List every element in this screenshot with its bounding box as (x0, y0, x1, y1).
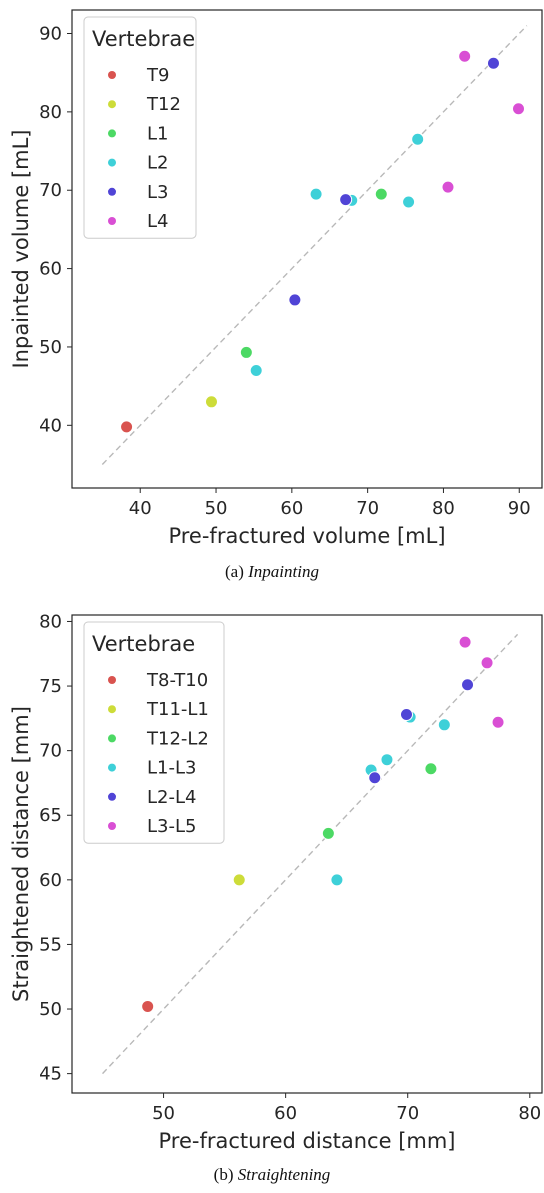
data-point (486, 56, 500, 70)
data-point (399, 707, 413, 721)
legend-marker (108, 129, 116, 138)
data-point (141, 999, 155, 1013)
y-tick-label: 90 (39, 24, 62, 45)
x-tick-label: 50 (152, 1103, 175, 1124)
data-point (330, 873, 344, 887)
y-tick-label: 60 (39, 870, 62, 891)
data-point (461, 678, 475, 692)
data-point (411, 132, 425, 146)
legend-label: T12 (146, 94, 181, 115)
legend-title: Vertebrae (92, 27, 195, 51)
y-tick-label: 40 (39, 415, 62, 436)
y-tick-label: 50 (39, 999, 62, 1020)
legend-marker (108, 822, 116, 830)
y-tick-label: 75 (39, 676, 62, 697)
data-point (339, 193, 353, 207)
data-point (204, 395, 218, 409)
legend-label: L3 (147, 182, 168, 203)
caption-name: Inpainting (248, 562, 319, 581)
x-axis-label: Pre-fractured distance [mm] (158, 1129, 455, 1153)
legend-label: T8-T10 (146, 670, 208, 691)
legend-label: L2-L4 (147, 787, 196, 808)
chart-inpainting: 40 50 60 70 80 90 40 50 60 70 80 90 Pre-fractured vo… (9, 9, 543, 548)
data-point (309, 187, 323, 201)
legend-marker (108, 71, 116, 79)
y-tick-label: 50 (39, 337, 62, 358)
legend-marker (108, 158, 116, 167)
y-tick-label: 55 (39, 934, 62, 955)
x-tick-label: 60 (280, 498, 303, 519)
identity-line (101, 25, 528, 465)
legend-label: L3-L5 (147, 816, 196, 837)
y-tick-label: 70 (39, 741, 62, 762)
data-point (288, 293, 302, 307)
y-tick-label: 80 (39, 611, 62, 632)
data-point (441, 180, 455, 194)
x-tick-label: 70 (356, 498, 379, 519)
y-tick-label: 45 (39, 1064, 62, 1085)
data-point (480, 656, 494, 670)
x-axis-label: Pre-fractured volume [mL] (168, 524, 445, 548)
legend-marker (108, 217, 116, 225)
data-point (458, 49, 472, 63)
data-point (374, 187, 388, 201)
legend-marker (108, 187, 116, 196)
caption-straightening: (b) Straightening (0, 1165, 544, 1185)
data-point (458, 635, 472, 649)
legend-label: T9 (146, 65, 169, 86)
legend-marker (108, 100, 116, 109)
legend-title: Vertebrae (92, 632, 195, 656)
data-point (512, 102, 525, 116)
caption-prefix: (b) (213, 1165, 238, 1184)
legend-marker (108, 705, 116, 714)
y-tick-label: 80 (39, 102, 62, 123)
chart-straightening: 50 60 70 80 45 50 55 60 65 70 75 80 Pre-fractured di… (9, 611, 543, 1153)
x-tick-label: 80 (432, 498, 455, 519)
legend-marker (108, 734, 116, 743)
legend-marker (108, 676, 116, 684)
plot-frame (71, 614, 543, 1094)
y-tick-label: 65 (39, 805, 62, 826)
caption-name: Straightening (237, 1165, 331, 1184)
x-tick-label: 40 (129, 498, 152, 519)
caption-inpainting: (a) Inpainting (0, 562, 544, 582)
legend-marker (108, 763, 116, 772)
legend-marker (108, 792, 116, 801)
legend-label: L1-L3 (147, 758, 196, 779)
y-tick-label: 70 (39, 180, 62, 201)
legend-box (83, 621, 225, 844)
data-point (424, 762, 438, 776)
data-point (120, 420, 134, 434)
data-point (239, 345, 253, 359)
data-point (368, 771, 382, 785)
caption-prefix: (a) (225, 562, 249, 581)
x-tick-label: 70 (396, 1103, 419, 1124)
y-axis-label: Straightened distance [mm] (9, 706, 33, 1002)
data-point (321, 826, 335, 840)
plot-frame (71, 9, 543, 489)
y-tick-label: 60 (39, 259, 62, 280)
data-point (380, 753, 394, 767)
x-tick-label: 60 (274, 1103, 297, 1124)
data-point (491, 715, 505, 729)
legend-label: T12-L2 (146, 728, 209, 749)
x-tick-label: 90 (508, 498, 531, 519)
data-point (249, 363, 263, 377)
y-axis-label: Inpainted volume [mL] (9, 129, 33, 368)
data-point (402, 195, 416, 209)
x-tick-label: 80 (518, 1103, 541, 1124)
identity-line (102, 633, 519, 1075)
data-point (232, 873, 246, 887)
data-point (437, 718, 451, 732)
legend-label: L4 (147, 211, 168, 232)
legend-label: L1 (147, 123, 168, 144)
x-tick-label: 50 (205, 498, 228, 519)
legend-label: T11-L1 (146, 699, 209, 720)
legend-label: L2 (147, 153, 168, 174)
